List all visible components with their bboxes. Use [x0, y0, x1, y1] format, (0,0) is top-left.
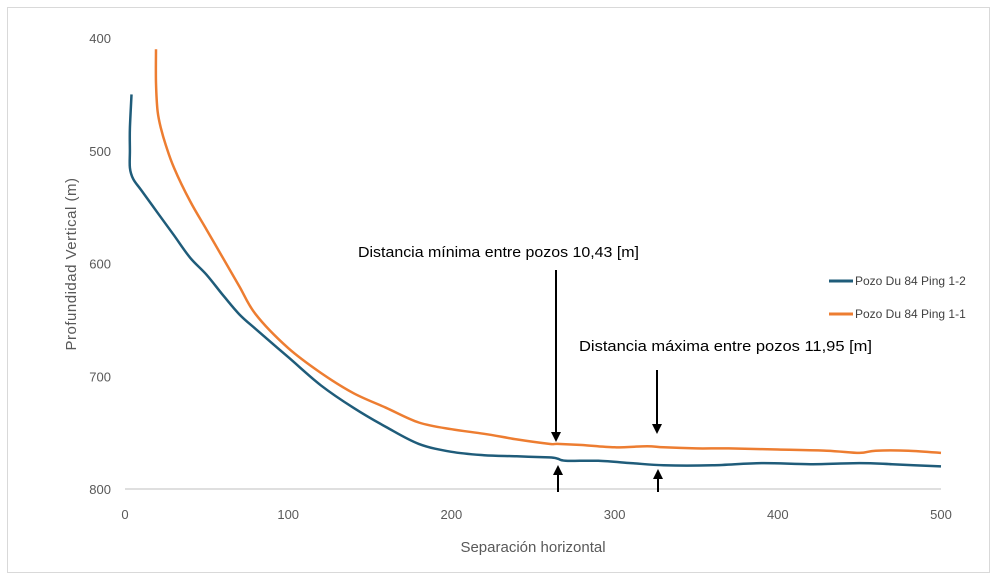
- x-tick-label: 100: [277, 507, 299, 522]
- y-tick-label: 800: [89, 482, 111, 497]
- x-tick-label: 400: [767, 507, 789, 522]
- x-tick-label: 0: [121, 507, 128, 522]
- x-tick-label: 300: [604, 507, 626, 522]
- y-tick-labels: 400 500 600 700 800: [89, 31, 111, 497]
- y-axis-title: Profundidad Vertical (m): [63, 178, 80, 351]
- x-tick-label: 500: [930, 507, 952, 522]
- legend-label-ping-1-2: Pozo Du 84 Ping 1-2: [855, 274, 966, 288]
- y-tick-label: 500: [89, 144, 111, 159]
- y-tick-label: 700: [89, 369, 111, 384]
- x-axis-title: Separación horizontal: [460, 539, 605, 556]
- chart-frame: [7, 7, 990, 573]
- legend-label-ping-1-1: Pozo Du 84 Ping 1-1: [855, 307, 966, 321]
- x-tick-labels: 0 100 200 300 400 500: [121, 507, 951, 522]
- y-tick-label: 400: [89, 31, 111, 46]
- legend: Pozo Du 84 Ping 1-2 Pozo Du 84 Ping 1-1: [829, 274, 966, 321]
- annotation-min-distance: Distancia mínima entre pozos 10,43 [m]: [358, 244, 639, 261]
- series-layer: [128, 49, 942, 468]
- annotation-max-distance: Distancia máxima entre pozos 11,95 [m]: [579, 338, 872, 355]
- y-tick-label: 600: [89, 257, 111, 272]
- x-tick-label: 200: [441, 507, 463, 522]
- series-line-ping-1-1: [154, 49, 942, 455]
- series-line-ping-1-2: [128, 94, 942, 468]
